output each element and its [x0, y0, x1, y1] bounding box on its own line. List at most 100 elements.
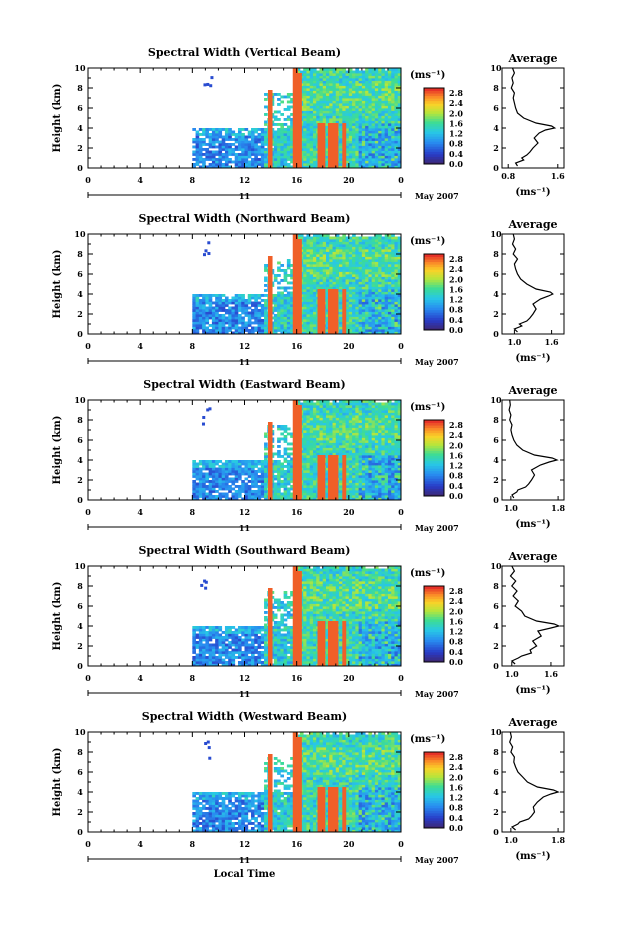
heatmap-cell	[319, 418, 323, 421]
heatmap-cell	[323, 274, 327, 277]
heatmap-cell	[205, 133, 209, 136]
heatmap-cell	[310, 133, 314, 136]
heatmap-cell	[346, 264, 350, 267]
heatmap-cell	[333, 430, 337, 433]
heatmap-cell	[209, 460, 213, 463]
heatmap-cell	[306, 485, 310, 488]
heatmap-cell	[306, 133, 310, 136]
heatmap-cell	[277, 163, 281, 166]
heatmap-cell	[261, 322, 265, 325]
heatmap-cell	[388, 317, 392, 320]
heatmap-cell	[378, 277, 382, 280]
heatmap-cell	[378, 156, 382, 159]
heatmap-cell	[368, 274, 372, 277]
heatmap-cell	[306, 423, 310, 426]
heatmap-cell	[251, 495, 255, 498]
heatmap-cell	[365, 254, 369, 257]
heatmap-cell	[205, 143, 209, 146]
heatmap-cell	[368, 302, 372, 305]
heatmap-cell	[280, 143, 284, 146]
heatmap-cell	[391, 88, 395, 91]
heatmap-cell	[336, 106, 340, 109]
date-label: May 2007	[415, 357, 459, 367]
heatmap-cell	[222, 163, 226, 166]
heatmap-cell	[333, 453, 337, 456]
heatmap-cell	[388, 257, 392, 260]
heatmap-cell	[368, 128, 372, 131]
heatmap-cell	[339, 468, 343, 471]
heatmap-cell	[209, 312, 213, 315]
heatmap-cell	[378, 299, 382, 302]
heatmap-cell	[218, 478, 222, 481]
average-frame	[502, 234, 564, 334]
heatmap-cell	[310, 83, 314, 86]
heatmap-cell	[336, 405, 340, 408]
heatmap-cell	[280, 493, 284, 496]
heatmap-cell	[329, 415, 333, 418]
heatmap-cell	[378, 83, 382, 86]
heatmap-cell	[199, 485, 203, 488]
heatmap-cell	[277, 475, 281, 478]
heatmap-cell	[372, 128, 376, 131]
heatmap-cell	[339, 81, 343, 84]
heatmap-cell	[319, 269, 323, 272]
heatmap-cell	[202, 327, 206, 330]
heatmap-cell	[310, 329, 314, 332]
heatmap-cell	[277, 302, 281, 305]
heatmap-cell	[359, 76, 363, 79]
heatmap-cell	[342, 247, 346, 250]
heatmap-cell	[378, 312, 382, 315]
heatmap-cell	[313, 269, 317, 272]
heatmap-cell	[303, 151, 307, 154]
heatmap-cell	[306, 264, 310, 267]
heatmap-cell	[303, 405, 307, 408]
colorbar-unit: (ms⁻¹)	[410, 70, 445, 81]
heatmap-cell	[336, 448, 340, 451]
heatmap-cell	[323, 86, 327, 89]
heatmap-cell	[303, 289, 307, 292]
heatmap-cell	[209, 163, 213, 166]
heatmap-cell	[329, 410, 333, 413]
heatmap-cell	[277, 488, 281, 491]
colorbar-tick-label: 1.2	[449, 295, 463, 305]
heatmap-cell	[326, 111, 330, 114]
heatmap-cell	[323, 405, 327, 408]
heatmap-cell	[245, 495, 249, 498]
heatmap-cell	[306, 418, 310, 421]
heatmap-cell	[316, 121, 320, 124]
heatmap-cell	[326, 279, 330, 282]
heatmap-cell	[231, 483, 235, 486]
heatmap-cell	[355, 327, 359, 330]
heatmap-cell	[209, 324, 213, 327]
heatmap-cell	[352, 274, 356, 277]
heatmap-cell	[385, 257, 389, 260]
heatmap-cell	[391, 259, 395, 262]
heatmap-cell	[365, 156, 369, 159]
heatmap-cell	[365, 327, 369, 330]
heatmap-cell	[238, 309, 242, 312]
heatmap-cell	[313, 153, 317, 156]
heatmap-cell	[333, 408, 337, 411]
heatmap-cell	[385, 247, 389, 250]
heatmap-cell	[329, 259, 333, 262]
heatmap-cell	[346, 76, 350, 79]
heatmap-cell	[319, 440, 323, 443]
heatmap-cell	[303, 408, 307, 411]
heatmap-cell	[205, 309, 209, 312]
heatmap-cell	[339, 141, 343, 144]
heatmap-cell	[381, 103, 385, 106]
heatmap-cell	[202, 322, 206, 325]
heatmap-cell	[394, 302, 398, 305]
heatmap-cell	[378, 128, 382, 131]
heatmap-cell	[235, 297, 239, 300]
heatmap-cell	[254, 299, 258, 302]
heatmap-cell	[355, 279, 359, 282]
heatmap-cell	[254, 151, 258, 154]
heatmap-cell	[372, 161, 376, 164]
heatmap-cell	[287, 151, 291, 154]
heatmap-cell	[378, 146, 382, 149]
heatmap-cell	[277, 146, 281, 149]
heatmap-cell	[355, 138, 359, 141]
heatmap-cell	[199, 158, 203, 161]
heatmap-cell	[378, 118, 382, 121]
